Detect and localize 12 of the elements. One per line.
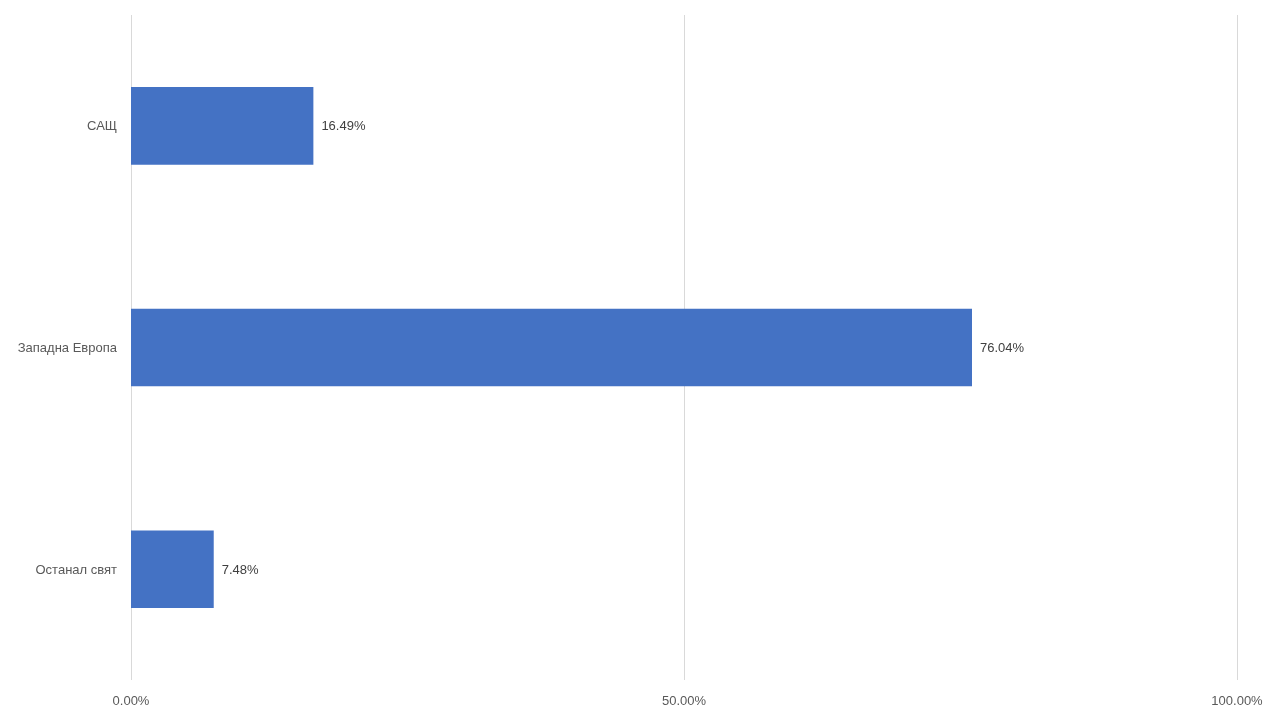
y-tick-label: САЩ [87, 118, 117, 134]
bar [131, 308, 972, 387]
data-label: 16.49% [321, 118, 366, 134]
data-label: 76.04% [980, 340, 1025, 355]
y-tick-label: Западна Европа [17, 340, 118, 355]
bar [131, 87, 314, 165]
x-tick-label: 100.00% [1211, 693, 1264, 708]
x-tick-label: 0.00% [112, 693, 150, 708]
data-label: 7.48% [221, 561, 260, 577]
y-tick-label: Останал свят [35, 561, 118, 577]
bar [131, 530, 214, 608]
x-tick-label: 50.00% [661, 693, 707, 708]
